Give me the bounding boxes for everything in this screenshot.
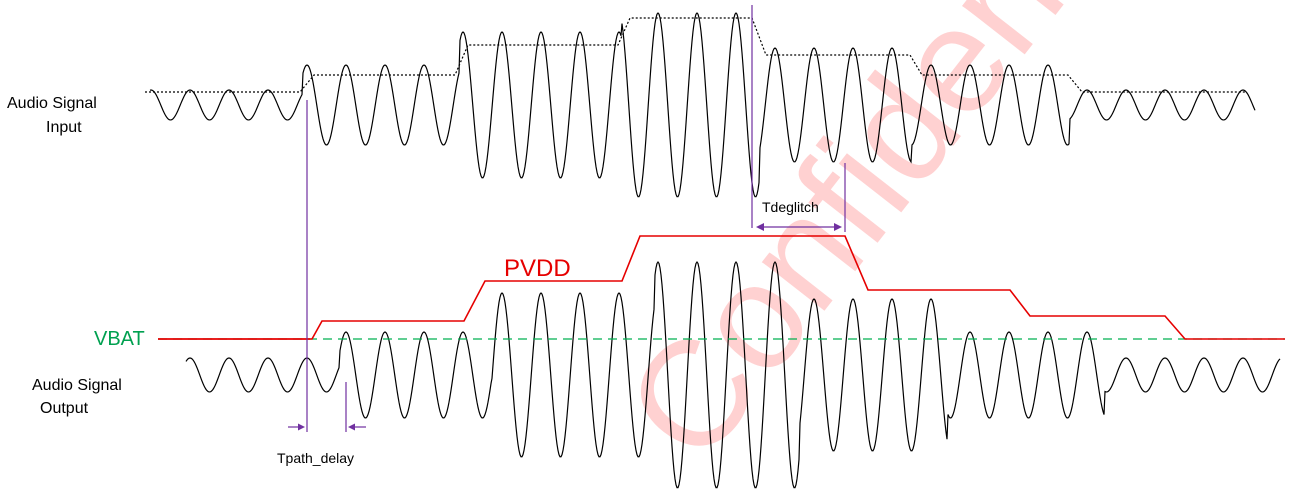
output-label-line2: Output: [40, 400, 89, 417]
output-label-line1: Audio Signal: [32, 377, 122, 394]
vbat-label: VBAT: [94, 328, 145, 350]
svg-text:Confidential: Confidential: [593, 0, 1213, 490]
output-waveform-group: [185, 260, 1281, 489]
pvdd-supply-line: [158, 235, 1285, 340]
output-audio-waveform: [185, 260, 1281, 489]
input-waveform-group: [145, 12, 1256, 198]
confidential-watermark: Confidential: [593, 0, 1213, 490]
timing-markers: [288, 5, 846, 432]
tdeglitch-arrowhead-right: [834, 223, 842, 231]
pvdd-label: PVDD: [504, 255, 571, 282]
tdeglitch-arrowhead-left: [756, 223, 764, 231]
tpath-arrowhead-left: [298, 423, 305, 431]
input-label-line1: Audio Signal: [7, 95, 97, 112]
tpath-arrowhead-right: [348, 423, 355, 431]
tdeglitch-label: Tdeglitch: [762, 199, 819, 215]
tpath-delay-label: Tpath_delay: [277, 450, 354, 466]
input-audio-waveform: [149, 12, 1256, 198]
input-label-line2: Input: [46, 119, 82, 136]
input-envelope-dotted: [145, 17, 1245, 93]
